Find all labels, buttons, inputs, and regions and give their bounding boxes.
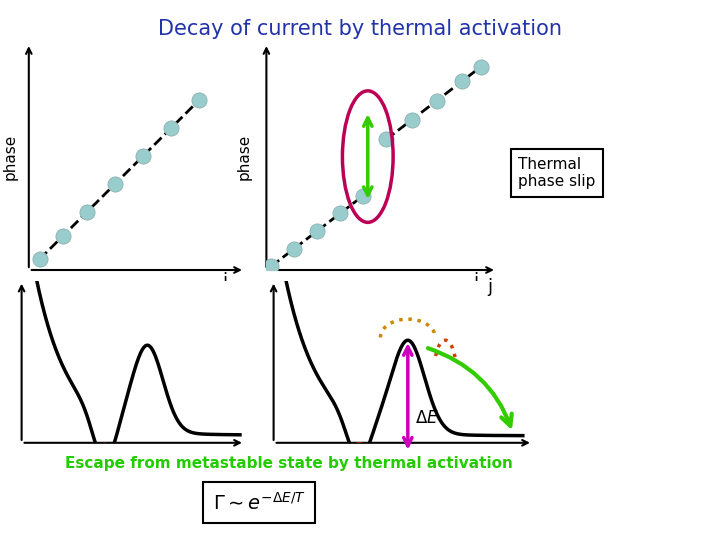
Point — [58, 231, 69, 240]
Point — [81, 207, 93, 216]
Point — [334, 209, 346, 218]
Text: $\Gamma \sim e^{-\Delta E/T}$: $\Gamma \sim e^{-\Delta E/T}$ — [212, 491, 306, 514]
Point — [431, 96, 443, 105]
Point — [456, 77, 468, 85]
Text: phase: phase — [3, 133, 18, 180]
Text: j: j — [222, 272, 228, 290]
Point — [138, 152, 149, 160]
Point — [288, 245, 300, 253]
Point — [34, 255, 45, 264]
Point — [357, 191, 369, 200]
Point — [109, 179, 121, 188]
Point — [406, 116, 418, 124]
Text: j: j — [473, 272, 478, 290]
Text: Thermal
phase slip: Thermal phase slip — [518, 157, 595, 189]
Point — [265, 262, 276, 271]
Point — [354, 448, 365, 457]
Point — [194, 96, 205, 104]
Text: Escape from metastable state by thermal activation: Escape from metastable state by thermal … — [65, 456, 513, 471]
Point — [166, 124, 177, 132]
Point — [380, 135, 392, 144]
Text: $\Delta E$: $\Delta E$ — [415, 409, 439, 427]
Point — [99, 449, 111, 457]
Point — [311, 227, 323, 235]
Text: phase: phase — [236, 133, 251, 180]
Point — [475, 63, 487, 71]
Text: Decay of current by thermal activation: Decay of current by thermal activation — [158, 19, 562, 39]
Text: j: j — [487, 278, 492, 296]
